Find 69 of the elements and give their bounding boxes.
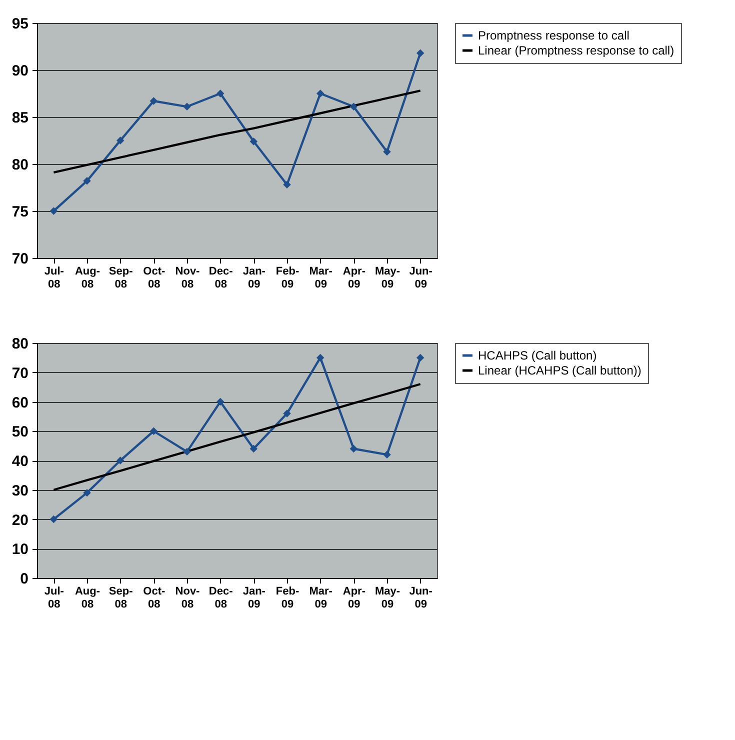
x-tick-label: Aug-08 (74, 586, 100, 610)
x-tick-label: Oct-08 (143, 266, 166, 290)
x-tick-label: Mar-09 (309, 266, 333, 290)
point (416, 49, 424, 57)
y-tick-label: 95 (12, 16, 28, 32)
point (383, 148, 391, 156)
x-tick-label: Jul-08 (44, 266, 64, 290)
line-series (52, 90, 422, 174)
y-tick-label: 80 (12, 156, 28, 174)
point (250, 444, 258, 453)
point (116, 456, 124, 464)
point (216, 398, 224, 406)
point (116, 136, 124, 144)
x-tick-label: Feb-09 (276, 266, 300, 290)
point (250, 138, 258, 146)
x-tick-label: May-09 (374, 586, 400, 610)
y-tick-label: 50 (12, 424, 28, 441)
y-tick-label: 20 (12, 512, 28, 529)
point (50, 515, 58, 524)
point (283, 410, 291, 418)
legend-label: Promptness response to call (478, 28, 630, 42)
legend-label: Linear (Promptness response to call) (478, 44, 674, 58)
y-tick-label: 60 (12, 394, 28, 412)
x-tick-label: Apr-09 (342, 586, 366, 610)
x-tick-label: Jan-09 (242, 586, 266, 610)
point (316, 90, 324, 98)
x-tick-label: Jul-08 (44, 586, 64, 610)
legend-label: Linear (HCAHPS (Call button)) (478, 364, 642, 378)
x-tick-label: Aug-08 (74, 266, 100, 290)
point (283, 180, 291, 189)
y-tick-label: 10 (12, 541, 28, 558)
line-series (52, 383, 422, 491)
y-tick-label: 70 (12, 364, 28, 382)
x-tick-label: Jun-09 (409, 266, 433, 290)
x-tick-label: Jan-09 (242, 266, 266, 290)
y-tick-label: 80 (12, 336, 28, 352)
point (150, 427, 158, 435)
x-tick-label: Dec-08 (208, 266, 234, 290)
point (383, 450, 391, 458)
point (216, 90, 224, 98)
x-tick-label: May-09 (374, 266, 400, 290)
point (150, 97, 158, 105)
point (350, 444, 358, 453)
point (416, 354, 424, 362)
x-tick-label: Nov-08 (175, 266, 200, 290)
x-tick-label: Oct-08 (143, 586, 166, 610)
y-tick-label: 85 (12, 110, 28, 126)
x-tick-label: Jun-09 (409, 586, 433, 610)
x-tick-label: Nov-08 (175, 586, 200, 610)
point (50, 207, 58, 215)
x-tick-label: Feb-09 (276, 586, 300, 610)
point (83, 177, 91, 185)
point (83, 488, 91, 497)
y-tick-label: 40 (12, 453, 28, 470)
point (350, 102, 358, 111)
y-tick-label: 90 (12, 62, 28, 80)
y-tick-label: 30 (12, 482, 28, 500)
legend-label: HCAHPS (Call button) (478, 348, 597, 362)
y-tick-label: 75 (12, 204, 28, 220)
point (316, 354, 324, 362)
x-tick-label: Mar-09 (309, 586, 333, 610)
x-tick-label: Apr-09 (342, 266, 366, 290)
x-tick-label: Dec-08 (208, 586, 234, 610)
y-tick-label: 0 (20, 570, 28, 588)
y-tick-label: 70 (12, 250, 28, 268)
x-tick-label: Sep-08 (108, 586, 134, 610)
point (183, 448, 191, 456)
x-tick-label: Sep-08 (108, 266, 134, 290)
point (183, 102, 191, 111)
